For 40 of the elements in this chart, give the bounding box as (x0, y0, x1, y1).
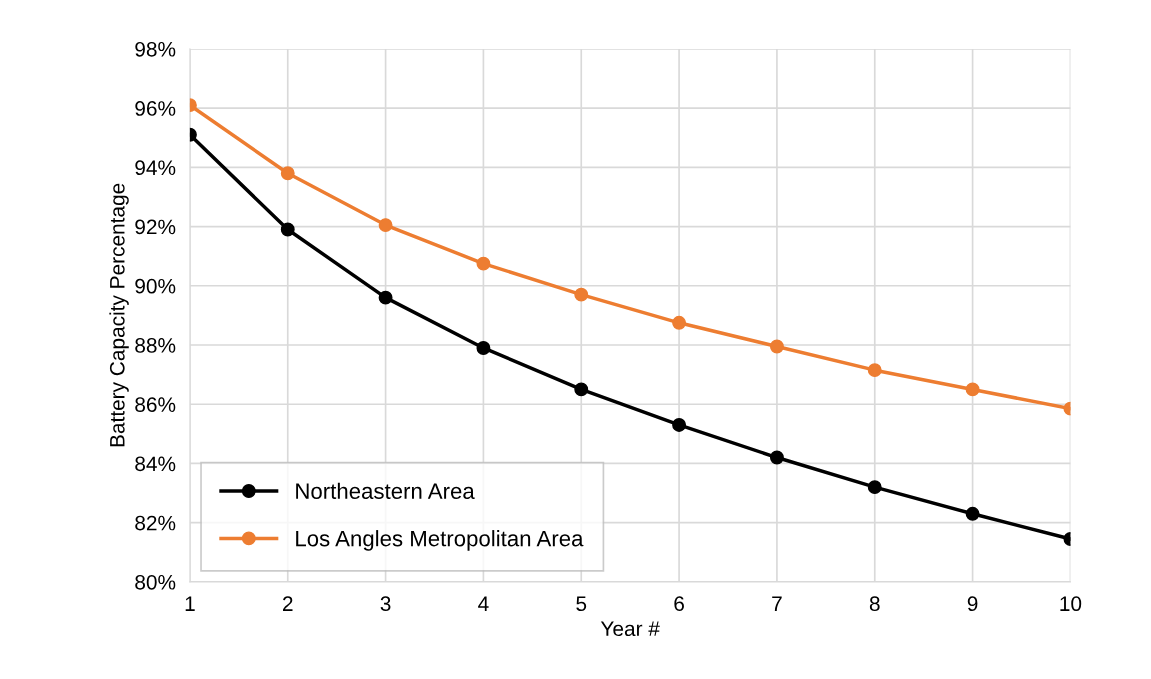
x-tick-label: 9 (967, 596, 978, 612)
y-tick-label: 82% (135, 515, 176, 531)
point (476, 256, 491, 271)
y-tick-label: 96% (135, 101, 176, 116)
point (378, 218, 393, 233)
y-tick-label: 84% (135, 456, 176, 472)
point (280, 166, 295, 181)
x-tick-label: 3 (380, 596, 391, 612)
x-tick-label: 1 (185, 596, 195, 611)
legend-label: Los Angles Metropolitan Area (296, 530, 584, 551)
y-tick-label: 98% (135, 41, 176, 57)
point (476, 341, 491, 355)
y-tick-label: 88% (135, 338, 176, 353)
point (574, 287, 589, 302)
point (574, 382, 589, 397)
x-tick-label: 8 (869, 596, 880, 612)
point (672, 315, 687, 330)
point (769, 339, 784, 354)
y-tick-label: 90% (135, 278, 176, 294)
x-tick-label: 5 (576, 596, 587, 612)
point (280, 222, 295, 237)
y-tick-label: 94% (135, 160, 176, 176)
x-tick-label: 10 (1060, 596, 1082, 612)
point (672, 418, 687, 432)
point (769, 450, 784, 465)
point (965, 506, 980, 521)
x-tick-label: 4 (478, 596, 489, 611)
y-tick-label: 80% (135, 574, 176, 590)
x-tick-label: 6 (674, 596, 684, 612)
point (867, 363, 882, 378)
x-axis-title: Year # (600, 621, 660, 637)
point (867, 480, 882, 495)
legend-label: Northeastern Area (296, 482, 475, 500)
point (378, 290, 393, 305)
y-tick-label: 92% (135, 219, 176, 235)
y-tick-label: 86% (135, 397, 176, 412)
y-axis-title: Battery Capacity Percentage (109, 183, 129, 447)
x-tick-label: 2 (283, 596, 293, 611)
x-tick-label: 7 (772, 596, 782, 611)
point (965, 382, 980, 397)
